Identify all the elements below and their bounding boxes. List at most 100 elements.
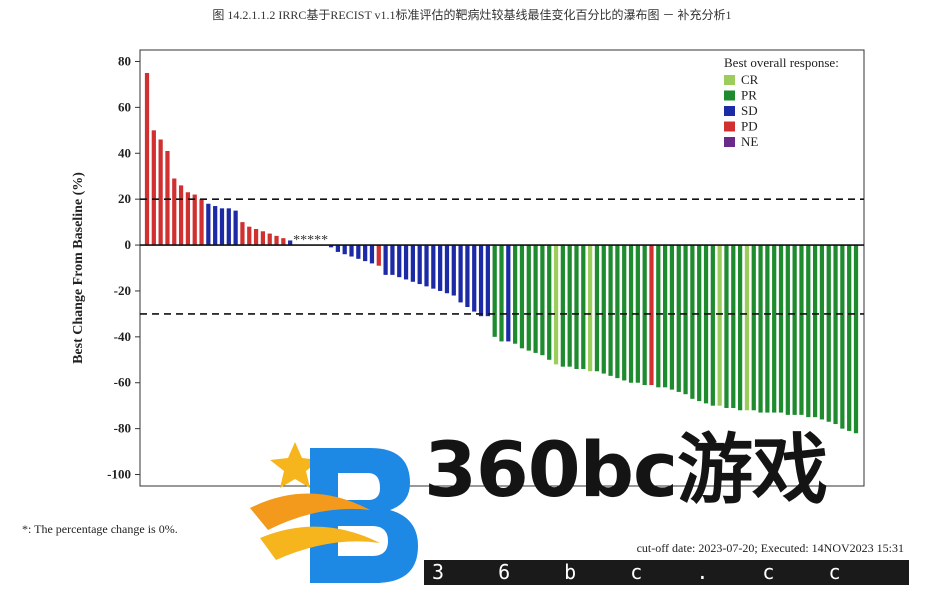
bar [431,245,436,289]
bar [349,245,354,257]
bar [758,245,763,413]
bar [697,245,702,402]
bar [397,245,402,278]
bar [424,245,429,287]
bar [199,199,204,246]
bar [669,245,675,390]
legend-label: SD [741,103,758,118]
bar [451,245,456,296]
bar [472,245,477,312]
bar [840,245,845,429]
bar [649,245,654,386]
bar [833,245,838,425]
bar [703,245,709,404]
bar [253,228,259,246]
bar [363,245,368,262]
cutoff-note: cut-off date: 2023-07-20; Executed: 14NO… [636,541,904,555]
bar [744,245,750,411]
watermark-logo-icon [250,442,418,583]
bar [812,245,818,418]
bar [594,245,600,372]
bar [376,245,381,266]
bar [158,139,163,246]
bar [267,233,272,246]
bar [608,245,613,376]
bar [690,245,695,399]
legend-swatch [724,75,735,85]
legend-swatch [724,90,735,101]
bar [676,245,681,392]
bar [772,245,777,413]
bar [826,245,831,422]
y-tick-label: -100 [107,467,131,482]
bar [615,245,620,379]
chart-title: 图 14.2.1.1.2 IRRC基于RECIST v1.1标准评估的靶病灶较基… [212,8,732,22]
bar [724,245,729,408]
bar [233,210,238,246]
bar [847,245,852,431]
bar [369,245,375,264]
bar [417,245,422,285]
watermark-text: 360bc游戏 [424,425,828,514]
y-tick-label: 60 [118,99,131,114]
bar [240,222,245,246]
bar [717,245,722,406]
bar [151,130,156,246]
bar [540,245,545,356]
bar [710,245,715,406]
bar [499,245,504,342]
legend-swatch [724,121,735,132]
bar [588,245,593,372]
bar [185,192,191,246]
y-tick-label: -80 [114,421,131,436]
bar [663,245,668,388]
bar [465,245,470,308]
y-tick-label: 40 [118,145,131,160]
bar [765,245,770,413]
legend-label: CR [741,72,759,87]
bar [533,245,538,353]
bar [526,245,531,351]
bar [172,178,177,246]
bar [390,245,395,275]
y-tick-label: 80 [118,53,131,68]
bar [192,194,197,246]
bar [778,245,784,413]
bar [219,208,225,246]
bar [288,240,293,246]
bar [213,206,218,246]
bar [622,245,627,381]
bar [328,245,334,248]
bar [383,245,388,275]
bar [513,245,518,344]
y-tick-label: -60 [114,375,131,390]
bar [206,203,211,246]
bar [628,245,634,383]
legend-label: PD [741,119,758,134]
bar [485,245,490,317]
bar [410,245,415,282]
bar [438,245,443,291]
legend-label: NE [741,134,758,149]
bar [247,226,252,246]
bar [553,245,559,365]
plot-frame [139,49,865,487]
bar [751,245,756,411]
bar [806,245,811,418]
bar [458,245,463,303]
y-axis-label: Best Change From Baseline (%) [71,172,86,364]
bar [567,245,572,367]
bar [853,245,859,434]
footnote: *: The percentage change is 0%. [22,522,178,536]
bar [274,235,279,246]
bar [506,245,511,342]
bar [444,245,450,294]
bar [819,245,825,420]
bar [799,245,804,415]
legend-label: PR [741,88,757,103]
bar [560,245,565,367]
bar [403,245,409,280]
watermark-url: 3 6 b c . c c [424,560,909,585]
legend-title: Best overall response: [724,55,839,70]
